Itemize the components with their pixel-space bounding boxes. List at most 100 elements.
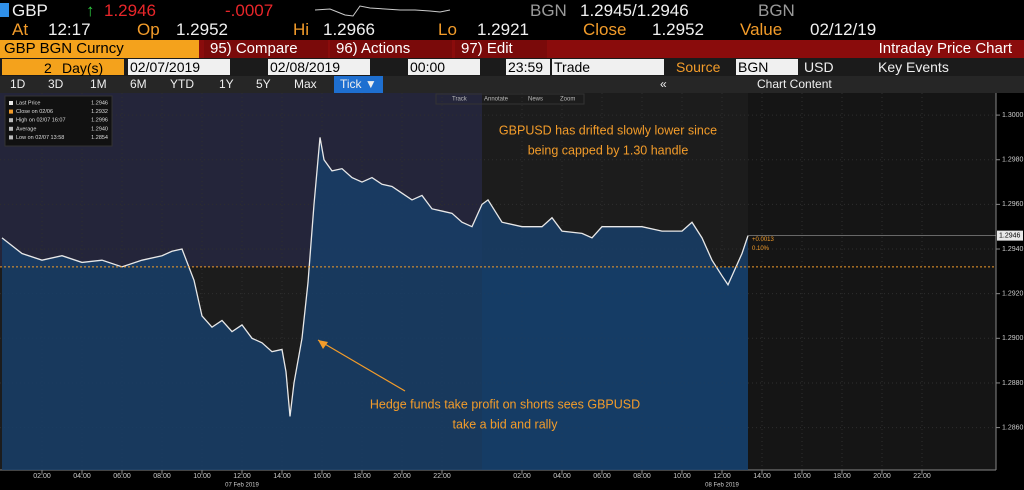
low: 1.2921 [477,20,529,39]
y-tick-label: 1.2960 [1002,201,1024,208]
y-tick-label: 1.2880 [1002,380,1024,387]
x-tick-label: 12:00 [233,473,251,480]
x-tick-label: 22:00 [913,473,931,480]
change: -.0007 [225,1,274,20]
price: 1.2946 [104,1,156,20]
change-pct-label: 0.10% [752,246,770,252]
label: Op [137,20,160,39]
range-tab[interactable]: Tick ▼ [334,76,383,93]
date-label: 08 Feb 2019 [705,483,739,489]
security[interactable]: GBP BGN Curncy [0,40,199,58]
collapse-icon[interactable]: « [660,77,667,91]
last-price-tag [997,230,1023,241]
legend-value: 1.2854 [91,135,108,141]
legend-swatch [9,126,13,131]
x-tick-label: 20:00 [873,473,891,480]
x-tick-label: 20:00 [393,473,411,480]
x-tick-label: 16:00 [793,473,811,480]
chart-tool: News [528,97,543,103]
edit-button[interactable]: 97) Edit [455,40,547,58]
range-tab[interactable]: 6M [130,77,147,91]
bid-ask: 1.2945/1.2946 [580,1,689,20]
legend-value: 1.2946 [91,100,108,106]
y-tick-label: 1.2900 [1002,335,1024,342]
legend-swatch [9,109,13,114]
chart-tool: Track [452,97,468,103]
range-tab[interactable]: 5Y [256,77,271,91]
chart-tool: Annotate [484,97,509,103]
days-box[interactable] [2,59,124,75]
x-tick-label: 10:00 [673,473,691,480]
function-title: Intraday Price Chart [878,40,1012,57]
actions-button[interactable]: 96) Actions [330,40,452,58]
y-tick-label: 1.3000 [1002,112,1024,119]
x-tick-label: 06:00 [113,473,131,480]
range-tab[interactable]: YTD [170,77,194,91]
axis-background [996,93,1024,490]
annotation: being capped by 1.30 handle [528,143,689,157]
legend-label: Average [16,126,36,132]
last-price-label: 1.2946 [999,232,1021,239]
legend-label: Last Price [16,100,40,106]
x-tick-label: 18:00 [353,473,371,480]
end-date[interactable]: 02/08/2019 [268,59,370,75]
days-unit: Day(s) [62,60,104,76]
range-tab[interactable]: 1M [90,77,107,91]
high: 1.2966 [323,20,375,39]
x-tick-label: 14:00 [753,473,771,480]
start-time[interactable]: 00:00 [408,59,480,75]
legend-label: Close on 02/06 [16,109,53,115]
x-tick-label: 02:00 [513,473,531,480]
range-tab[interactable]: 1Y [219,77,234,91]
source: BGN [758,1,795,20]
field[interactable]: Trade [552,59,664,75]
key-events[interactable]: Key Events [878,59,949,75]
chart-content[interactable]: Chart Content [757,77,832,91]
label: Hi [293,20,310,39]
annotation: Hedge funds take profit on shorts sees G… [370,397,640,411]
compare-button[interactable]: 95) Compare [204,40,328,58]
price-line [1,137,749,417]
legend-swatch [9,135,13,140]
y-tick-label: 1.2920 [1002,291,1024,298]
sparkline [315,5,451,17]
x-tick-label: 18:00 [833,473,851,480]
arrow: ↑ [86,1,95,20]
range-bar: Chart Content « 1D 3D 1M 6M YTD 1Y 5Y Max Tick ▼ [0,76,1024,93]
source: BGN [530,1,567,20]
annotation: take a bid and rally [453,417,559,431]
range-tab[interactable]: 1D [10,77,26,91]
legend-value: 1.2940 [91,126,108,132]
x-tick-label: 10:00 [193,473,211,480]
legend-label: Low on 02/07 13:58 [16,135,64,141]
date-label: 07 Feb 2019 [225,483,259,489]
annotation: GBPUSD has drifted slowly lower since [499,123,717,137]
label: At [12,20,29,39]
range-tab[interactable]: 3D [48,77,64,91]
x-tick-label: 08:00 [633,473,651,480]
range-tab[interactable]: Max [294,77,317,91]
source[interactable]: BGN [736,59,798,75]
ticker-marker [0,3,9,17]
legend-swatch [9,101,13,105]
x-tick-label: 14:00 [273,473,291,480]
y-tick-label: 1.2860 [1002,424,1024,431]
time: 12:17 [48,20,91,39]
value-date: 02/12/19 [810,20,877,39]
x-tick-label: 08:00 [153,473,171,480]
label: Lo [438,20,457,39]
label: Close [583,20,627,39]
ticker: GBP [12,1,48,20]
end-time[interactable]: 23:59 [506,59,550,75]
annotation-arrow [317,339,406,392]
legend: Last Price 1.2946 Close on 02/06 1.2932 High… [4,95,113,147]
chart-tool-bar [435,93,585,105]
close: 1.2952 [652,20,704,39]
y-tick-label: 1.2940 [1002,246,1024,253]
currency[interactable]: USD [804,59,834,75]
change-label: +0.0013 [752,237,775,243]
x-tick-label: 06:00 [593,473,611,480]
future-shade [748,93,996,470]
start-date[interactable]: 02/07/2019 [128,59,230,75]
